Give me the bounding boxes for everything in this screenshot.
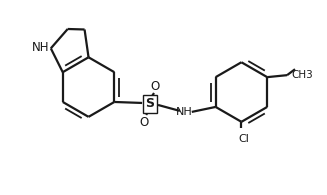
Text: O: O [140,116,149,129]
Text: Cl: Cl [238,134,249,144]
Text: CH3: CH3 [291,70,313,80]
Text: S: S [146,98,155,110]
Text: NH: NH [176,107,192,117]
Text: O: O [150,80,160,93]
Text: NH: NH [32,41,50,54]
